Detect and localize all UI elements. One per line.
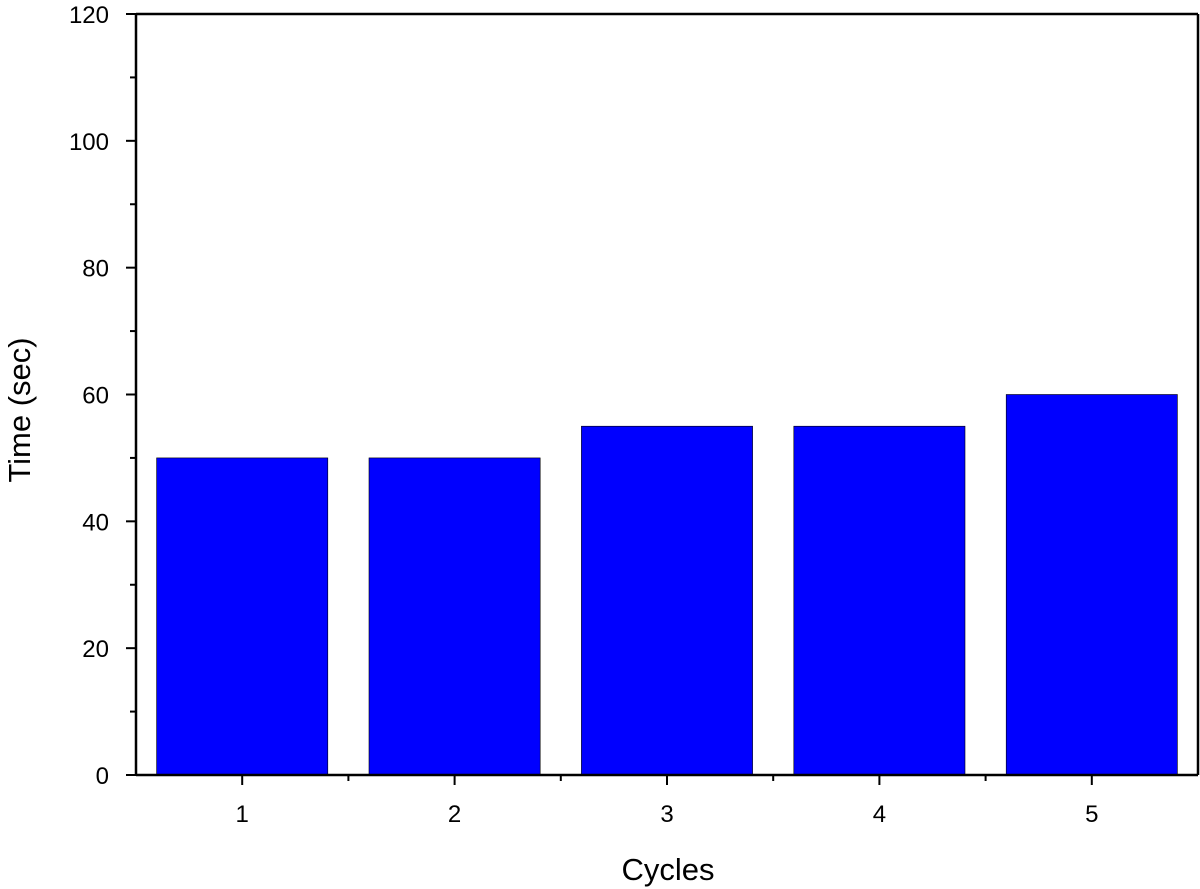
bar-2: [368, 457, 541, 776]
bar-5: [1005, 394, 1178, 776]
y-ticks-group: 0 20 40 60 80 100 120: [69, 2, 136, 790]
y-tick-label-40: 40: [82, 509, 109, 536]
y-tick-label-80: 80: [82, 256, 109, 283]
y-tick-label-120: 120: [69, 2, 109, 29]
y-tick-label-0: 0: [96, 763, 109, 790]
y-tick-label-20: 20: [82, 636, 109, 663]
x-axis-title: Cycles: [621, 852, 714, 887]
bars-group: [156, 394, 1178, 776]
y-tick-label-60: 60: [82, 383, 109, 410]
x-tick-label-5: 5: [1085, 801, 1098, 828]
bar-3: [581, 425, 753, 776]
bar-1: [156, 457, 329, 776]
y-tick-label-100: 100: [69, 129, 109, 156]
x-tick-label-3: 3: [660, 801, 673, 828]
x-tick-label-4: 4: [873, 801, 886, 828]
y-axis-title: Time (sec): [2, 337, 37, 482]
x-tick-label-1: 1: [236, 801, 249, 828]
bar-4: [793, 425, 966, 776]
x-tick-label-2: 2: [448, 801, 461, 828]
x-ticks-group: 1 2 3 4 5: [236, 775, 1098, 828]
